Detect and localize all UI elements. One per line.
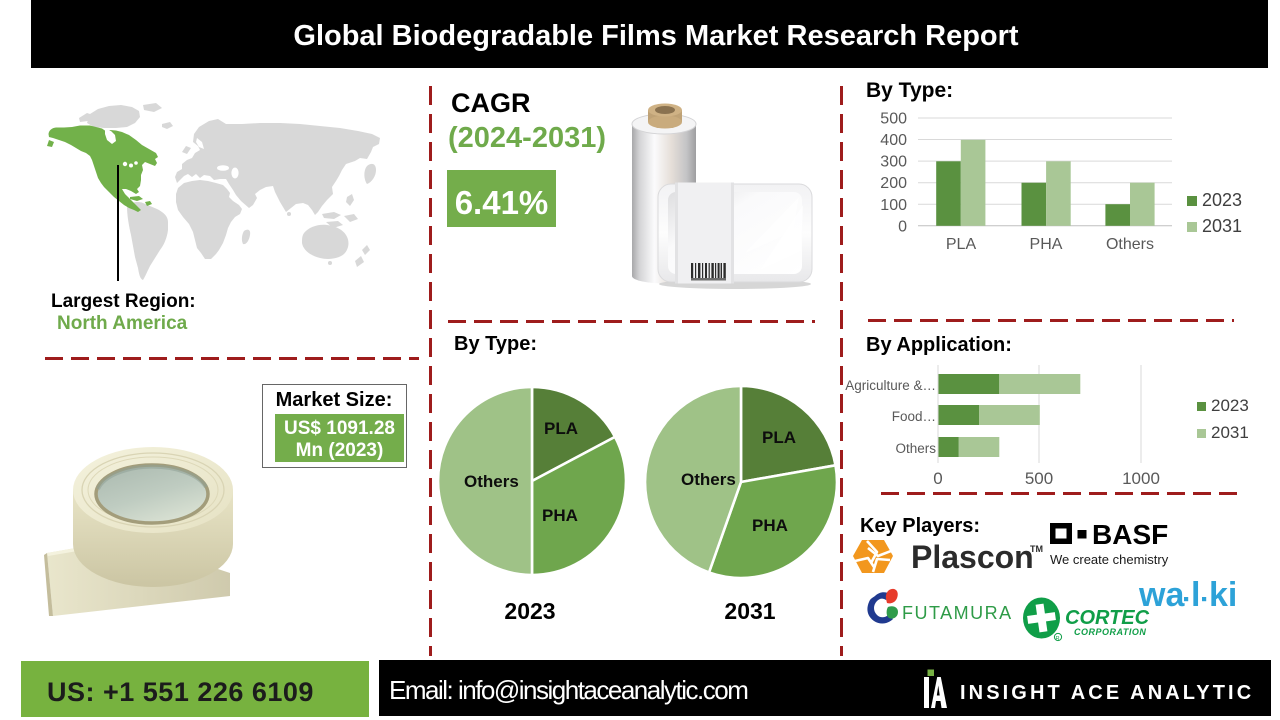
svg-text:PLA: PLA: [762, 428, 796, 447]
svg-text:PHA: PHA: [752, 516, 788, 535]
svg-text:TM: TM: [1030, 544, 1043, 554]
svg-text:PLA: PLA: [946, 236, 977, 253]
svg-text:We create chemistry: We create chemistry: [1050, 552, 1169, 567]
svg-text:Others: Others: [1106, 236, 1154, 253]
svg-text:wa: wa: [1138, 576, 1185, 614]
svg-text:FUTAMURA: FUTAMURA: [902, 603, 1013, 623]
svg-text:PHA: PHA: [542, 506, 578, 525]
svg-text:100: 100: [880, 197, 907, 214]
svg-text:Others: Others: [895, 441, 936, 456]
svg-text:0: 0: [933, 469, 942, 488]
svg-text:1000: 1000: [1122, 469, 1160, 488]
svg-text:l: l: [1191, 576, 1200, 614]
svg-text:400: 400: [880, 132, 907, 149]
svg-text:2023: 2023: [1211, 396, 1249, 415]
svg-text:BASF: BASF: [1092, 519, 1168, 550]
svg-text:300: 300: [880, 154, 907, 171]
svg-text:2031: 2031: [1211, 423, 1249, 442]
svg-text:CORTEC: CORTEC: [1065, 607, 1150, 629]
svg-text:Food…: Food…: [892, 409, 936, 424]
svg-text:500: 500: [1025, 469, 1053, 488]
svg-text:R: R: [1055, 636, 1059, 642]
svg-text:500: 500: [880, 111, 907, 128]
svg-text:2031: 2031: [1202, 216, 1242, 236]
svg-text:Plascon: Plascon: [911, 539, 1034, 575]
svg-text:200: 200: [880, 175, 907, 192]
svg-text:Others: Others: [464, 472, 519, 491]
svg-text:0: 0: [898, 218, 907, 235]
svg-text:2023: 2023: [1202, 190, 1242, 210]
svg-text:PHA: PHA: [1030, 236, 1063, 253]
svg-text:Agriculture &…: Agriculture &…: [845, 378, 936, 393]
svg-text:Others: Others: [681, 470, 736, 489]
svg-text:PLA: PLA: [544, 419, 578, 438]
svg-text:INSIGHT ACE ANALYTIC: INSIGHT ACE ANALYTIC: [960, 682, 1254, 704]
svg-text:CORPORATION: CORPORATION: [1074, 627, 1146, 637]
svg-text:ki: ki: [1209, 576, 1237, 614]
